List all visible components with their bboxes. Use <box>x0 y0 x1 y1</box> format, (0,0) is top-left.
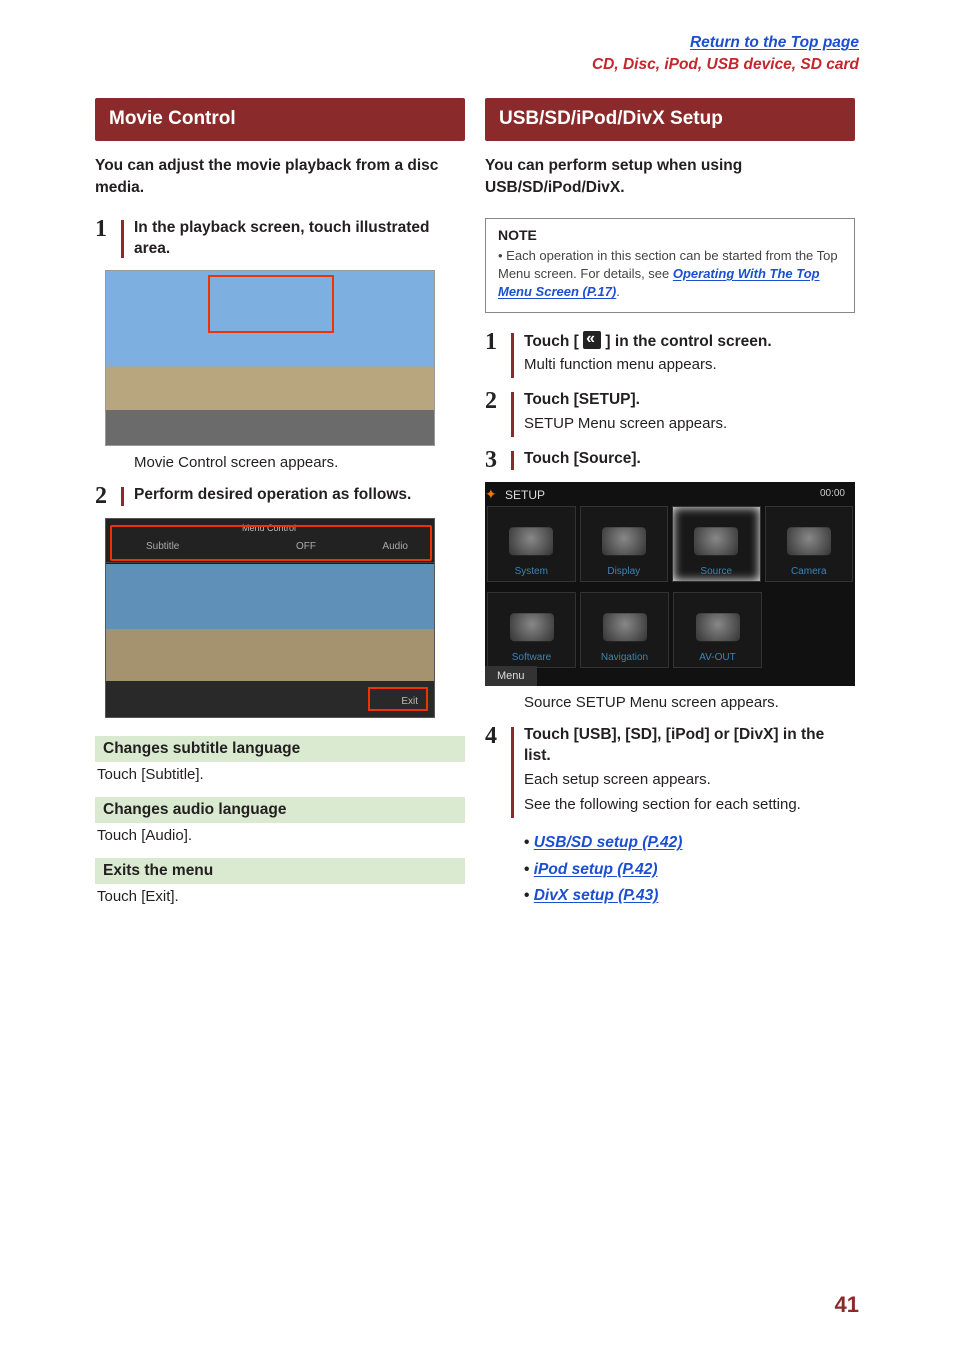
ipod-setup-link[interactable]: iPod setup (P.42) <box>534 861 658 878</box>
section-title-movie: Movie Control <box>95 98 465 141</box>
tile-label: System <box>488 566 575 577</box>
list-item: • iPod setup (P.42) <box>524 857 855 883</box>
step-text: Touch [SETUP]. <box>524 390 727 411</box>
step1-pre: Touch [ <box>524 333 583 350</box>
menu-button-label: Menu <box>485 666 537 686</box>
subtitle-lang-body: Touch [Subtitle]. <box>95 762 465 793</box>
step-number: 4 <box>485 724 509 748</box>
step-r1: 1 Touch [ ] in the control screen. Multi… <box>485 331 855 381</box>
step-text: Touch [Source]. <box>524 449 641 470</box>
setup-label: SETUP <box>505 488 545 502</box>
tile-software: Software <box>487 592 576 668</box>
caption-r3: Source SETUP Menu screen appears. <box>524 694 855 711</box>
breadcrumb: CD, Disc, iPod, USB device, SD card <box>592 54 859 76</box>
tile-label: Source <box>673 566 760 577</box>
tile-system: System <box>487 506 576 582</box>
list-item: • DivX setup (P.43) <box>524 883 855 909</box>
step-divider <box>511 333 514 379</box>
step-r3: 3 Touch [Source]. <box>485 449 855 472</box>
tile-display: Display <box>580 506 669 582</box>
clock-label: 00:00 <box>820 488 845 499</box>
intro-text: You can adjust the movie playback from a… <box>95 155 465 200</box>
divx-setup-link[interactable]: DivX setup (P.43) <box>534 887 659 904</box>
note-text-post: . <box>616 284 620 299</box>
setup-icon: ✦ <box>485 486 497 503</box>
note-title: NOTE <box>498 227 842 243</box>
step-text: In the playback screen, touch illustrate… <box>134 218 465 260</box>
right-column: USB/SD/iPod/DivX Setup You can perform s… <box>485 98 855 909</box>
page-number: 41 <box>835 1292 859 1318</box>
step-sub: See the following section for each setti… <box>524 794 855 816</box>
intro-text-right: You can perform setup when using USB/SD/… <box>485 155 855 200</box>
step1-post: ] in the control screen. <box>601 333 772 350</box>
overlay-exit: Exit <box>401 696 418 707</box>
left-column: Movie Control You can adjust the movie p… <box>95 98 465 915</box>
tile-camera: Camera <box>765 506 854 582</box>
tile-source: Source <box>672 506 761 582</box>
step-number: 1 <box>95 217 119 241</box>
overlay-subtitle: Subtitle <box>146 541 179 552</box>
return-top-link[interactable]: Return to the Top page <box>592 32 859 54</box>
step-text: Touch [ ] in the control screen. <box>524 331 772 353</box>
tile-label: Software <box>488 652 575 663</box>
setup-menu-screenshot: ✦ SETUP 00:00 System Display Source Came… <box>485 482 855 686</box>
step-divider <box>121 220 124 258</box>
tile-label: Display <box>581 566 668 577</box>
tile-label: Camera <box>766 566 853 577</box>
playback-screenshot <box>105 270 435 446</box>
tile-navigation: Navigation <box>580 592 669 668</box>
step-r4: 4 Touch [USB], [SD], [iPod] or [DivX] in… <box>485 725 855 820</box>
section-title-usb: USB/SD/iPod/DivX Setup <box>485 98 855 141</box>
tile-avout: AV-OUT <box>673 592 762 668</box>
note-box: NOTE • Each operation in this section ca… <box>485 218 855 313</box>
exit-menu-title: Exits the menu <box>95 858 465 884</box>
step-2: 2 Perform desired operation as follows. <box>95 485 465 508</box>
subtitle-lang-title: Changes subtitle language <box>95 736 465 762</box>
exit-menu-body: Touch [Exit]. <box>95 884 465 915</box>
audio-lang-body: Touch [Audio]. <box>95 823 465 854</box>
overlay-audio: Audio <box>382 541 408 552</box>
header-area: Return to the Top page CD, Disc, iPod, U… <box>592 32 859 75</box>
caption-1: Movie Control screen appears. <box>134 454 465 471</box>
note-body: • Each operation in this section can be … <box>498 247 842 302</box>
step-number: 2 <box>95 484 119 508</box>
step-divider <box>511 451 514 470</box>
movie-control-screenshot: Menu Control Subtitle OFF Audio Exit <box>105 518 435 718</box>
step-text: Perform desired operation as follows. <box>134 485 411 506</box>
step-number: 2 <box>485 389 509 413</box>
step-divider <box>121 487 124 506</box>
tile-label: AV-OUT <box>674 652 761 663</box>
tile-label: Navigation <box>581 652 668 663</box>
overlay-off: OFF <box>296 541 316 552</box>
highlight-box <box>208 275 334 333</box>
step-sub: Multi function menu appears. <box>524 354 772 376</box>
step-sub: Each setup screen appears. <box>524 769 855 791</box>
chevron-left-icon <box>583 331 601 349</box>
step-number: 1 <box>485 330 509 354</box>
step-number: 3 <box>485 448 509 472</box>
step-1: 1 In the playback screen, touch illustra… <box>95 218 465 260</box>
list-item: • USB/SD setup (P.42) <box>524 830 855 856</box>
link-list: • USB/SD setup (P.42) • iPod setup (P.42… <box>524 830 855 909</box>
audio-lang-title: Changes audio language <box>95 797 465 823</box>
step-divider <box>511 392 514 437</box>
step-divider <box>511 727 514 818</box>
highlight-box-bottom <box>368 687 428 711</box>
usb-sd-setup-link[interactable]: USB/SD setup (P.42) <box>534 834 683 851</box>
step-text: Touch [USB], [SD], [iPod] or [DivX] in t… <box>524 725 855 767</box>
step-sub: SETUP Menu screen appears. <box>524 413 727 435</box>
step-r2: 2 Touch [SETUP]. SETUP Menu screen appea… <box>485 390 855 439</box>
